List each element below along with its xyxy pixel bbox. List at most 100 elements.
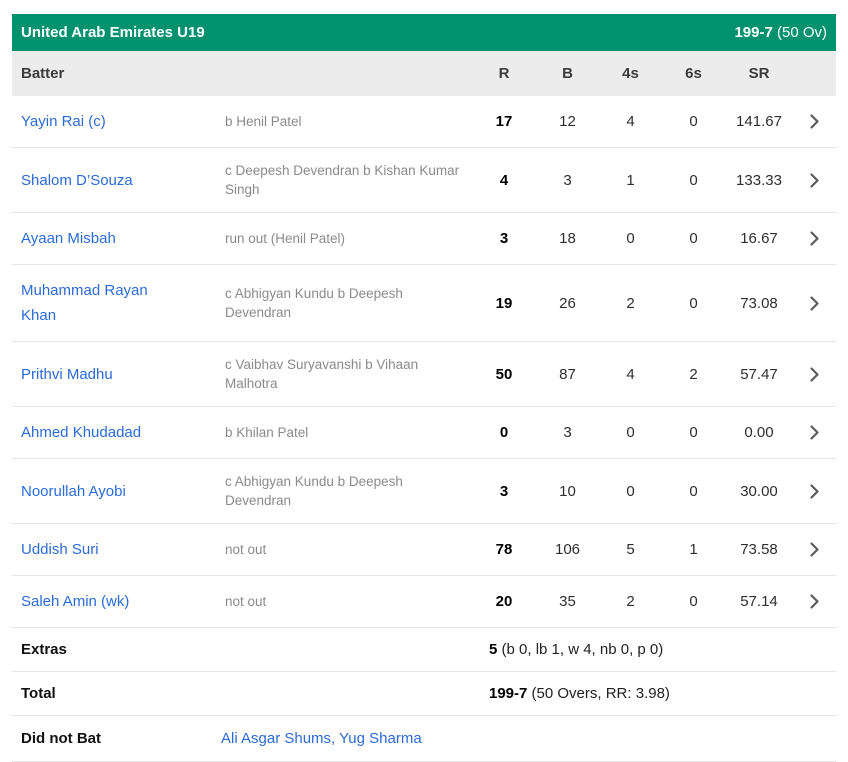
batter-strike-rate: 73.08 [740,294,778,312]
batter-runs: 3 [499,482,509,500]
batter-balls: 87 [559,365,576,383]
batter-balls: 10 [559,482,576,500]
batter-runs: 17 [495,113,513,130]
batter-sixes: 0 [689,171,698,189]
batter-name-link[interactable]: Ahmed Khudadad [21,424,142,441]
batter-fours: 2 [626,593,635,610]
batter-dismissal: not out [225,594,267,609]
batter-runs: 20 [495,593,513,610]
batter-balls: 18 [559,230,576,247]
batter-balls: 26 [559,294,576,312]
total-overs-rr: (50 Overs, RR: 3.98) [527,685,670,702]
batter-dismissal: c Abhigyan Kundu b Deepesh Devendran [225,474,403,508]
column-header-batter: Batter [21,65,65,82]
batter-row[interactable]: Ahmed Khudadad b Khilan Patel 0 3 0 0 0.… [12,407,836,459]
batter-balls: 3 [563,171,572,189]
column-header-strike-rate: SR [748,65,770,82]
batter-name-link[interactable]: Muhammad Rayan Khan [21,282,148,324]
team-score: 199-7 (50 Ov) [734,24,827,41]
batter-row[interactable]: Muhammad Rayan Khan c Abhigyan Kundu b D… [12,265,836,342]
batter-strike-rate: 133.33 [736,171,782,189]
did-not-bat-players-link[interactable]: Ali Asgar Shums, Yug Sharma [221,730,422,747]
batter-strike-rate: 73.58 [740,541,778,558]
batter-name-link[interactable]: Shalom D’Souza [21,171,133,189]
batter-name-link[interactable]: Uddish Suri [21,541,99,558]
batter-runs: 78 [495,541,513,558]
team-score-runs: 199-7 [734,24,773,41]
batter-fours: 0 [626,230,635,247]
total-score: 199-7 [489,685,528,702]
batter-runs: 0 [499,424,509,441]
batter-name-link[interactable]: Saleh Amin (wk) [21,593,130,610]
column-header-runs: R [498,65,510,82]
batter-strike-rate: 57.47 [740,365,778,383]
batter-name-link[interactable]: Prithvi Madhu [21,365,113,383]
chevron-right-icon [793,594,836,609]
batter-row[interactable]: Shalom D’Souza c Deepesh Devendran b Kis… [12,148,836,213]
batter-balls: 12 [559,113,576,130]
team-header-bar: United Arab Emirates U19 199-7 (50 Ov) [12,14,836,51]
batter-balls: 106 [554,541,581,558]
extras-total: 5 [489,641,498,658]
batter-row[interactable]: Saleh Amin (wk) not out 20 35 2 0 57.14 [12,576,836,628]
batter-strike-rate: 0.00 [744,424,774,441]
chevron-right-icon [793,114,836,129]
did-not-bat-label: Did not Bat [21,730,101,747]
batter-row[interactable]: Prithvi Madhu c Vaibhav Suryavanshi b Vi… [12,342,836,407]
extras-row: Extras 5 (b 0, lb 1, w 4, nb 0, p 0) [12,628,836,672]
batter-name-link[interactable]: Yayin Rai (c) [21,113,106,130]
batter-fours: 2 [626,294,635,312]
batter-dismissal: b Henil Patel [225,114,302,129]
batter-sixes: 0 [689,593,698,610]
team-score-overs: (50 Ov) [772,24,827,41]
total-row: Total 199-7 (50 Overs, RR: 3.98) [12,672,836,716]
batter-strike-rate: 30.00 [740,482,778,500]
batter-runs: 4 [499,171,509,189]
batter-sixes: 0 [689,424,698,441]
batter-strike-rate: 57.14 [740,593,778,610]
batter-fours: 5 [626,541,635,558]
total-value: 199-7 (50 Overs, RR: 3.98) [489,685,836,702]
column-header-sixes: 6s [685,65,702,82]
batter-row[interactable]: Ayaan Misbah run out (Henil Patel) 3 18 … [12,213,836,265]
column-header-row: Batter R B 4s 6s SR [12,51,836,96]
column-header-balls: B [562,65,573,82]
batter-sixes: 2 [689,365,698,383]
chevron-right-icon [793,425,836,440]
batter-sixes: 0 [689,230,698,247]
batter-balls: 35 [559,593,576,610]
batter-strike-rate: 141.67 [736,113,782,130]
chevron-right-icon [793,172,836,188]
batter-fours: 4 [626,365,635,383]
batter-dismissal: run out (Henil Patel) [225,231,346,246]
batter-row[interactable]: Yayin Rai (c) b Henil Patel 17 12 4 0 14… [12,96,836,148]
batter-rows-container: Yayin Rai (c) b Henil Patel 17 12 4 0 14… [12,96,836,628]
chevron-right-icon [793,542,836,557]
team-name: United Arab Emirates U19 [21,24,205,41]
total-label: Total [21,685,56,702]
batter-row[interactable]: Noorullah Ayobi c Abhigyan Kundu b Deepe… [12,459,836,524]
batter-balls: 3 [563,424,572,441]
batter-dismissal: not out [225,542,267,557]
batter-dismissal: c Abhigyan Kundu b Deepesh Devendran [225,286,403,320]
did-not-bat-row: Did not Bat Ali Asgar Shums, Yug Sharma [12,716,836,762]
column-header-fours: 4s [622,65,639,82]
batter-fours: 1 [626,171,635,189]
batter-runs: 3 [499,230,509,247]
batter-fours: 0 [626,424,635,441]
batter-name-link[interactable]: Noorullah Ayobi [21,482,126,500]
extras-label: Extras [21,641,67,658]
extras-value: 5 (b 0, lb 1, w 4, nb 0, p 0) [489,641,836,658]
batter-dismissal: b Khilan Patel [225,425,309,440]
batter-strike-rate: 16.67 [740,230,778,247]
batter-row[interactable]: Uddish Suri not out 78 106 5 1 73.58 [12,524,836,576]
chevron-right-icon [793,483,836,499]
batter-name-link[interactable]: Ayaan Misbah [21,230,116,247]
innings-scorecard: United Arab Emirates U19 199-7 (50 Ov) B… [12,14,836,762]
chevron-right-icon [793,366,836,382]
chevron-right-icon [793,295,836,311]
chevron-right-icon [793,231,836,246]
batter-dismissal: c Deepesh Devendran b Kishan Kumar Singh [225,163,460,197]
batter-sixes: 0 [689,482,698,500]
batter-runs: 19 [495,294,513,312]
